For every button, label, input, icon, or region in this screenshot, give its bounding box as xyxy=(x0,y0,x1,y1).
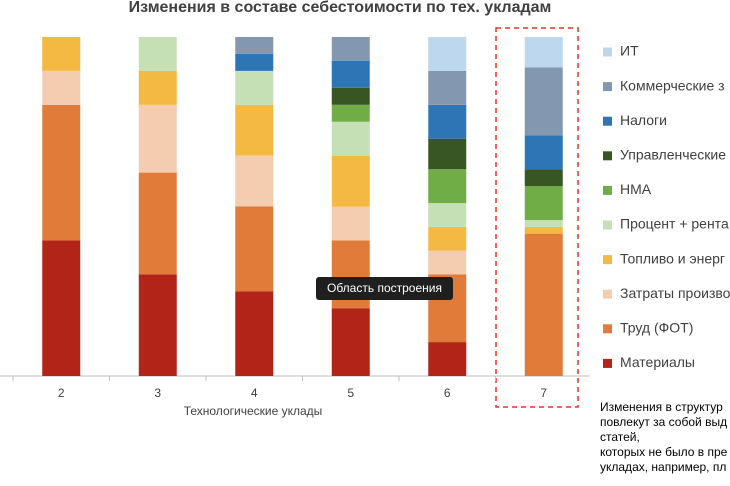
tooltip-box xyxy=(316,277,453,300)
legend-swatch xyxy=(603,47,612,57)
legend-label: Налоги xyxy=(620,112,667,128)
bar-segment xyxy=(331,60,370,88)
legend-label: Труд (ФОТ) xyxy=(620,320,693,336)
bar-segment xyxy=(524,220,563,227)
bar-segment xyxy=(42,104,81,241)
x-axis-title: Технологические уклады xyxy=(184,404,323,418)
legend-label: Топливо и энерг xyxy=(620,250,725,266)
legend-swatch xyxy=(603,151,612,161)
bar-segment xyxy=(138,70,177,105)
bar-segment xyxy=(524,135,563,170)
legend-swatch xyxy=(603,82,612,92)
bar-segment xyxy=(428,250,467,275)
bar-segment xyxy=(428,104,467,139)
bar-segment xyxy=(235,53,274,71)
x-tick-label: 4 xyxy=(251,386,258,400)
bar-segment xyxy=(235,155,274,207)
bar-segment xyxy=(428,226,467,251)
legend-swatch xyxy=(603,185,612,195)
bar-segment xyxy=(524,169,563,187)
bar-segment xyxy=(331,104,370,122)
bar-segment xyxy=(235,291,274,376)
bar-segment xyxy=(331,121,370,156)
x-tick-label: 2 xyxy=(58,386,65,400)
bar-segment xyxy=(428,169,467,204)
bar-segment xyxy=(524,226,563,234)
bar-segment xyxy=(138,274,177,376)
legend-swatch xyxy=(603,324,612,334)
legend-label: НМА xyxy=(620,181,652,197)
bar-segment xyxy=(331,87,370,105)
legend-swatch xyxy=(603,255,612,265)
legend-label: ИТ xyxy=(620,43,639,59)
x-tick-label: 6 xyxy=(444,386,451,400)
bar-segment xyxy=(524,67,563,136)
legend-label: Затраты произво xyxy=(620,285,730,301)
x-tick-label: 5 xyxy=(347,386,354,400)
bar-segment xyxy=(428,138,467,170)
x-tick-label: 7 xyxy=(540,386,547,400)
bar-segment xyxy=(428,37,467,71)
legend-swatch xyxy=(603,220,612,230)
bar-segment xyxy=(42,70,81,105)
legend-swatch xyxy=(603,289,612,299)
bar-segment xyxy=(331,206,370,241)
annotation-line: Изменения в структур xyxy=(600,400,723,414)
bar-segment xyxy=(331,308,370,376)
annotation-line: статей, xyxy=(600,430,640,444)
annotation-line: повлекут за собой выд xyxy=(600,415,727,429)
bar-segment xyxy=(235,104,274,156)
bar-segment xyxy=(524,37,563,68)
bar-segment xyxy=(331,155,370,207)
bar-segment xyxy=(235,206,274,292)
bar-segment xyxy=(235,37,274,54)
bar-segment xyxy=(428,70,467,105)
bar-segment xyxy=(138,37,177,71)
bar-segment xyxy=(428,342,467,376)
bar-segment xyxy=(138,104,177,173)
legend-label: Материалы xyxy=(620,354,695,370)
legend-label: Коммерческие з xyxy=(620,77,725,93)
bar-segment xyxy=(235,70,274,105)
bar-segment xyxy=(42,37,81,71)
bar-segment xyxy=(524,186,563,221)
legend-swatch xyxy=(603,358,612,368)
bar-segment xyxy=(42,240,81,376)
legend-label: Процент + рента xyxy=(620,216,729,232)
chart-title: Изменения в составе себестоимости по тех… xyxy=(129,0,552,16)
highlight-box xyxy=(495,27,579,408)
bar-segment xyxy=(138,172,177,275)
tooltip-text: Область построения xyxy=(327,281,442,295)
annotation-line: которых не было в пре xyxy=(600,445,728,459)
bar-segment xyxy=(428,203,467,227)
annotation-line: укладах, например, пл xyxy=(600,460,726,474)
legend-swatch xyxy=(603,116,612,126)
bar-segment xyxy=(331,37,370,61)
legend-label: Управленческие xyxy=(620,147,726,163)
bar-segment xyxy=(524,233,563,376)
x-tick-label: 3 xyxy=(154,386,161,400)
